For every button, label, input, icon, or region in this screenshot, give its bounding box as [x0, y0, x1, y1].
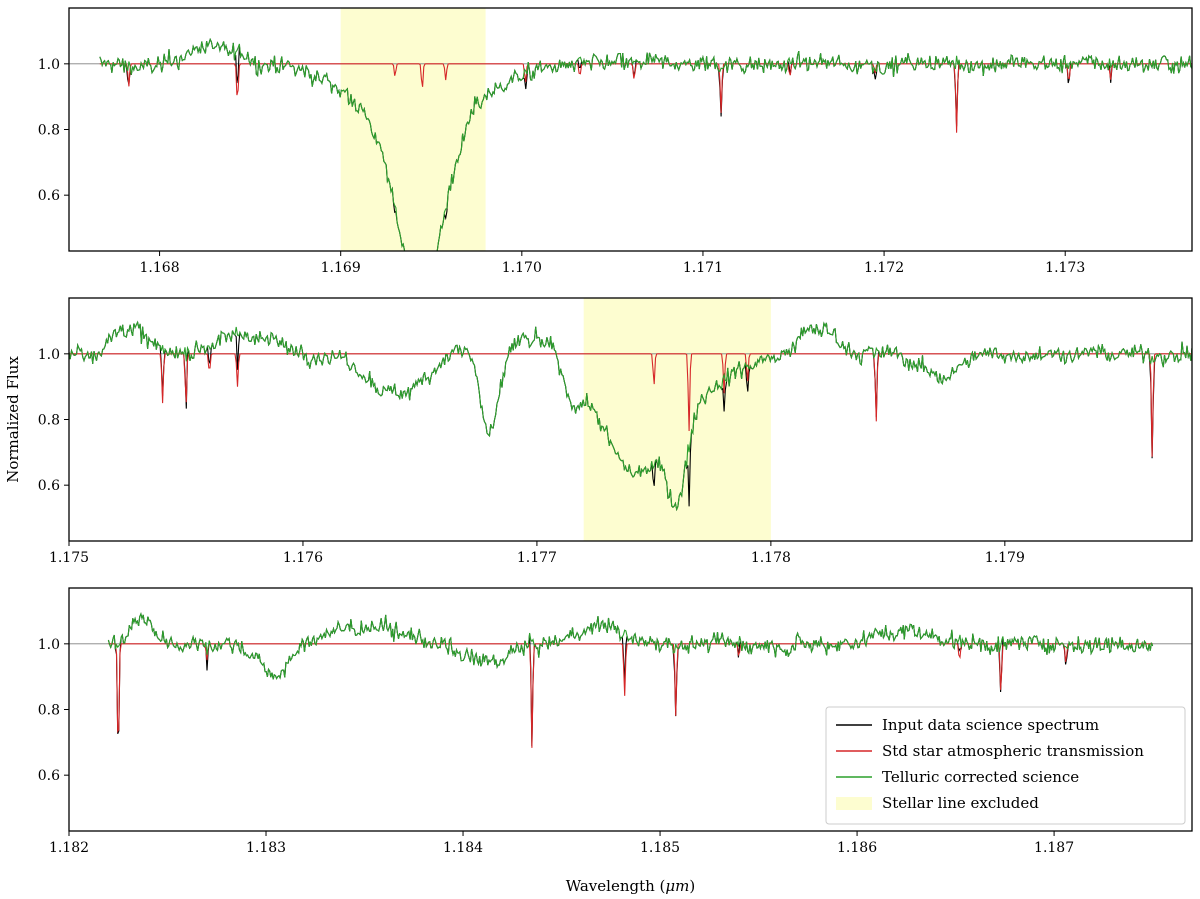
y-tick-label: 1.0 [38, 637, 60, 653]
y-tick-label: 0.6 [38, 188, 60, 204]
x-tick-label: 1.179 [985, 550, 1025, 566]
panel-frame [68, 7, 1193, 252]
y-axis-label: Normalized Flux [4, 356, 22, 483]
y-tick-label: 1.0 [38, 57, 60, 73]
panel-3: 1.182 1.183 1.184 1.185 1.186 1.187 0.6 0.8 1.0 [38, 587, 1193, 856]
panel-1: 1.168 1.169 1.170 1.171 1.172 1.173 0.6 0.8 1.0 [38, 7, 1193, 276]
std-star-transmission-line [69, 353, 1192, 457]
std-star-transmission-line [99, 63, 1192, 133]
x-tick-label: 1.169 [321, 260, 361, 276]
y-tick-label: 0.6 [38, 478, 60, 494]
x-tick-label: 1.187 [1034, 840, 1074, 856]
legend-swatch-excluded [836, 797, 872, 810]
stellar-line-excluded-region [583, 298, 771, 541]
x-tick-label: 1.186 [837, 840, 877, 856]
x-tick-label: 1.172 [864, 260, 904, 276]
x-tick-label: 1.176 [283, 550, 323, 566]
legend-box [825, 706, 1186, 825]
std-star-transmission-line [108, 643, 1153, 748]
panel-plot-area [69, 8, 1192, 251]
legend-label-excluded: Stellar line excluded [882, 794, 1039, 812]
x-tick-label: 1.185 [640, 840, 680, 856]
y-tick-label: 0.8 [38, 703, 60, 719]
telluric-corrected-science-line [107, 612, 1154, 680]
x-tick-label: 1.171 [683, 260, 723, 276]
x-tick-label: 1.182 [49, 840, 89, 856]
y-tick-label: 0.6 [38, 768, 60, 784]
telluric-corrected-science-line [99, 37, 1192, 251]
x-tick-label: 1.170 [502, 260, 542, 276]
legend: Input data science spectrum Std star atmo… [825, 706, 1186, 825]
x-tick-label: 1.168 [140, 260, 180, 276]
y-tick-label: 0.8 [38, 123, 60, 139]
legend-label-input: Input data science spectrum [882, 716, 1099, 734]
legend-label-corrected: Telluric corrected science [882, 768, 1079, 786]
x-tick-label: 1.177 [517, 550, 557, 566]
y-tick-label: 1.0 [38, 347, 60, 363]
x-tick-label: 1.173 [1045, 260, 1085, 276]
panel-plot-area [69, 298, 1192, 541]
y-tick-label: 0.8 [38, 413, 60, 429]
x-tick-label: 1.175 [49, 550, 89, 566]
panel-plot-area [69, 612, 1192, 748]
x-tick-label: 1.178 [751, 550, 791, 566]
x-axis-label: Wavelength (μm) [566, 877, 696, 895]
x-tick-label: 1.184 [443, 840, 483, 856]
panel-2: 1.175 1.176 1.177 1.178 1.179 0.6 0.8 1.0 [38, 297, 1193, 566]
stellar-line-excluded-region [340, 8, 486, 251]
telluric-corrected-science-line [69, 320, 1192, 512]
input-science-spectrum-line [99, 37, 1192, 251]
x-tick-label: 1.183 [246, 840, 286, 856]
legend-label-std: Std star atmospheric transmission [882, 742, 1144, 760]
